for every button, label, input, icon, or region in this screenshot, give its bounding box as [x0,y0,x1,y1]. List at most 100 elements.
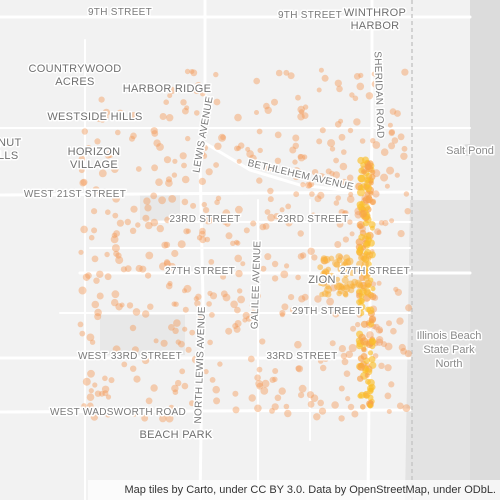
point [151,130,159,137]
place-label: BEACH PARK [139,429,212,441]
point [375,336,384,344]
point [273,213,280,220]
point [185,228,191,234]
point [339,162,348,171]
point [99,390,105,397]
point [159,113,167,120]
point [171,301,177,307]
point [86,112,94,119]
point [143,197,151,205]
point [354,265,361,273]
point [225,232,233,240]
point [334,121,342,128]
point [292,159,298,165]
point [87,402,94,410]
point [316,87,322,93]
point [337,306,343,312]
point [362,156,369,164]
point [297,154,306,162]
point [175,339,181,345]
block [100,315,185,355]
point [295,168,303,176]
point [145,251,154,260]
point [232,406,240,414]
point [105,152,112,159]
point [400,347,407,355]
point [82,377,91,386]
point [245,146,251,152]
point [340,352,348,360]
point [193,296,199,302]
point [234,254,242,263]
point [260,387,269,395]
point [131,346,139,354]
point [181,175,190,184]
point [163,260,171,268]
point [206,301,212,307]
point [87,369,95,378]
point [262,223,270,230]
point [338,345,346,353]
point [340,178,348,186]
point [372,141,381,149]
point [318,67,324,73]
point [135,166,142,172]
point [320,280,327,287]
point [97,162,105,169]
point [298,109,305,115]
point [394,172,400,178]
point [289,146,297,154]
point [85,192,92,199]
point [78,155,86,163]
point [255,380,263,388]
point [85,145,92,152]
point [308,181,315,188]
place-label: HORIZON VILLAGE [68,146,121,171]
point [329,170,335,177]
point [179,368,186,375]
point [370,138,376,144]
point [80,225,88,234]
point [358,391,366,399]
point [106,150,115,158]
point [397,230,405,238]
point [348,269,355,276]
park-label-line: Illinois Beach [417,330,482,342]
point [150,127,158,135]
point [91,227,98,234]
point [220,273,227,280]
point [96,292,104,300]
point [295,274,301,281]
point [189,329,196,336]
point [116,219,124,227]
point [199,227,206,235]
point [243,227,250,234]
point [335,195,342,201]
point [178,340,185,348]
point [272,376,278,382]
point [167,93,173,99]
point [78,249,84,255]
point [405,304,413,312]
point [301,293,309,301]
point [341,358,349,366]
point [233,239,240,245]
point [135,264,143,273]
point [386,166,395,175]
point [295,365,302,372]
point [147,303,154,310]
point [182,306,189,313]
point [256,128,263,135]
point [163,241,171,248]
place-label: NUT LLS [0,137,22,162]
point [333,261,340,268]
point [159,414,167,423]
point [338,385,345,392]
point [111,244,120,253]
point [80,178,88,186]
street-label: 23RD STREET [169,214,240,225]
point [101,385,110,393]
point [297,113,305,121]
point [102,108,111,117]
point [234,320,242,327]
